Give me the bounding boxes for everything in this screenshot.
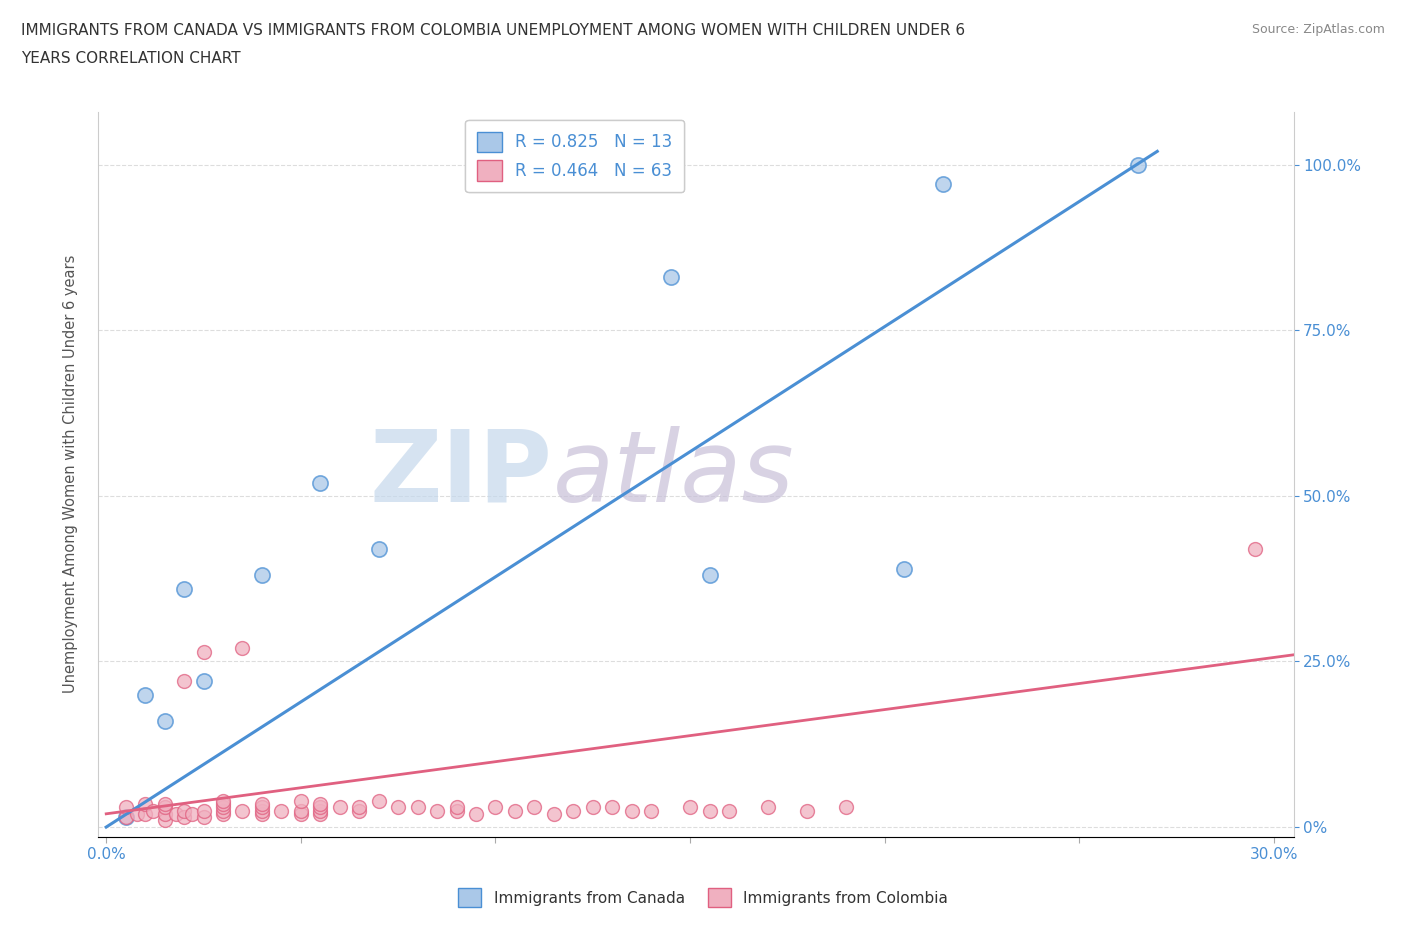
- Point: [387, 800, 409, 815]
- Point: [212, 804, 235, 818]
- Point: [309, 804, 332, 818]
- Point: [699, 804, 721, 818]
- Point: [173, 804, 195, 818]
- Point: [270, 804, 292, 818]
- Point: [231, 641, 253, 656]
- Point: [114, 810, 136, 825]
- Point: [756, 800, 779, 815]
- Point: [193, 674, 215, 689]
- Point: [153, 813, 176, 828]
- Point: [406, 800, 429, 815]
- Point: [562, 804, 585, 818]
- Text: IMMIGRANTS FROM CANADA VS IMMIGRANTS FROM COLOMBIA UNEMPLOYMENT AMONG WOMEN WITH: IMMIGRANTS FROM CANADA VS IMMIGRANTS FRO…: [21, 23, 965, 38]
- Point: [932, 177, 955, 192]
- Point: [127, 806, 149, 821]
- Point: [465, 806, 488, 821]
- Point: [153, 806, 176, 821]
- Point: [309, 806, 332, 821]
- Point: [426, 804, 449, 818]
- Point: [193, 644, 215, 659]
- Point: [620, 804, 643, 818]
- Point: [212, 806, 235, 821]
- Point: [173, 810, 195, 825]
- Point: [153, 800, 176, 815]
- Point: [212, 796, 235, 811]
- Point: [1243, 541, 1265, 556]
- Point: [309, 475, 332, 490]
- Point: [134, 796, 156, 811]
- Point: [193, 804, 215, 818]
- Point: [893, 562, 915, 577]
- Point: [367, 541, 389, 556]
- Point: [309, 796, 332, 811]
- Point: [796, 804, 818, 818]
- Point: [290, 804, 312, 818]
- Point: [659, 270, 682, 285]
- Text: ZIP: ZIP: [370, 426, 553, 523]
- Point: [349, 800, 371, 815]
- Point: [367, 793, 389, 808]
- Point: [600, 800, 623, 815]
- Point: [329, 800, 352, 815]
- Point: [142, 804, 165, 818]
- Point: [250, 796, 273, 811]
- Point: [250, 568, 273, 583]
- Point: [446, 804, 468, 818]
- Point: [446, 800, 468, 815]
- Legend: Immigrants from Canada, Immigrants from Colombia: Immigrants from Canada, Immigrants from …: [453, 883, 953, 913]
- Point: [290, 806, 312, 821]
- Point: [250, 804, 273, 818]
- Point: [349, 804, 371, 818]
- Point: [640, 804, 662, 818]
- Point: [250, 800, 273, 815]
- Point: [1126, 157, 1149, 172]
- Point: [250, 806, 273, 821]
- Legend: R = 0.825   N = 13, R = 0.464   N = 63: R = 0.825 N = 13, R = 0.464 N = 63: [465, 120, 685, 193]
- Point: [212, 800, 235, 815]
- Point: [212, 793, 235, 808]
- Point: [309, 800, 332, 815]
- Text: atlas: atlas: [553, 426, 794, 523]
- Point: [153, 713, 176, 728]
- Y-axis label: Unemployment Among Women with Children Under 6 years: Unemployment Among Women with Children U…: [63, 255, 77, 694]
- Text: YEARS CORRELATION CHART: YEARS CORRELATION CHART: [21, 51, 240, 66]
- Point: [173, 674, 195, 689]
- Point: [193, 810, 215, 825]
- Point: [699, 568, 721, 583]
- Point: [679, 800, 702, 815]
- Point: [523, 800, 546, 815]
- Point: [290, 793, 312, 808]
- Point: [582, 800, 605, 815]
- Text: Source: ZipAtlas.com: Source: ZipAtlas.com: [1251, 23, 1385, 36]
- Point: [134, 687, 156, 702]
- Point: [718, 804, 741, 818]
- Point: [484, 800, 506, 815]
- Point: [231, 804, 253, 818]
- Point: [114, 800, 136, 815]
- Point: [114, 810, 136, 825]
- Point: [173, 581, 195, 596]
- Point: [153, 796, 176, 811]
- Point: [503, 804, 526, 818]
- Point: [835, 800, 858, 815]
- Point: [180, 806, 202, 821]
- Point: [543, 806, 565, 821]
- Point: [134, 806, 156, 821]
- Point: [165, 806, 187, 821]
